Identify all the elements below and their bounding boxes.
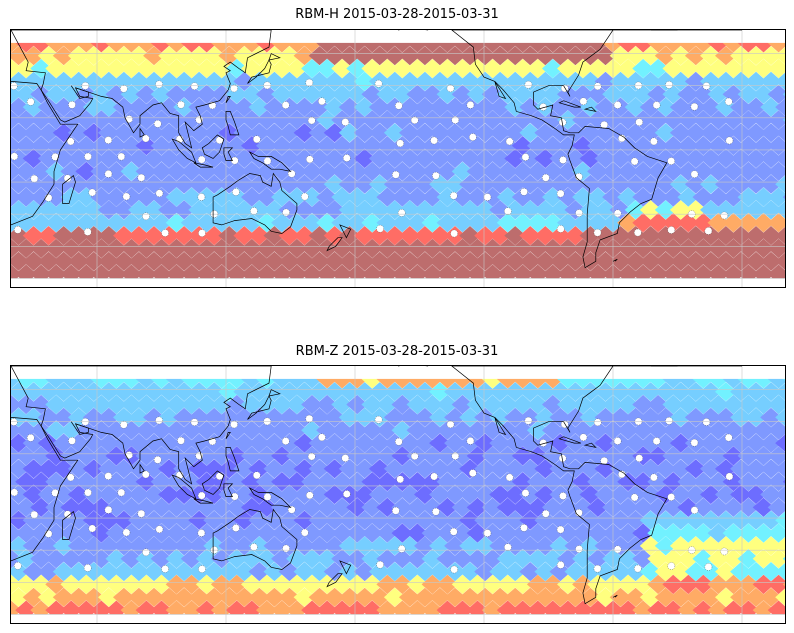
map-canvas-rbm-h <box>11 30 785 287</box>
map-canvas-rbm-z <box>11 366 785 623</box>
rbm-z-coastlines <box>11 366 742 605</box>
map-panel-rbm-h <box>10 29 786 288</box>
rbm-z-data-field <box>11 369 785 620</box>
panel-title-rbm-z: RBM-Z 2015-03-28-2015-03-31 <box>295 344 499 359</box>
panel-title-rbm-h: RBM-H 2015-03-28-2015-03-31 <box>295 7 499 22</box>
rbm-h-coastlines <box>11 30 742 269</box>
rbm-h-gridlines <box>11 30 785 287</box>
map-panel-rbm-z <box>10 365 786 624</box>
rbm-z-missing-data-markers <box>11 414 734 574</box>
rbm-h-data-field <box>11 33 785 284</box>
